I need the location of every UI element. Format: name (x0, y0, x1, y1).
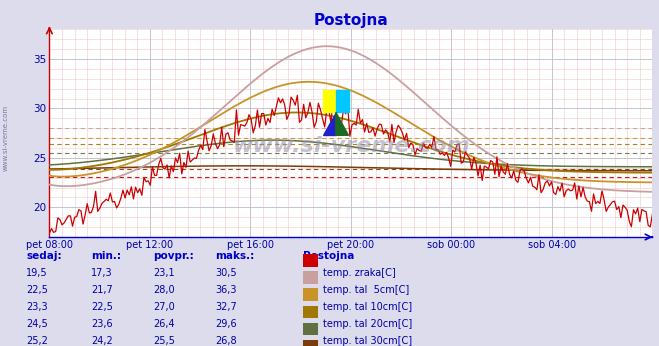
Text: 27,0: 27,0 (154, 302, 175, 312)
Bar (303, 322, 318, 335)
Bar (336, 90, 349, 112)
Text: temp. zraka[C]: temp. zraka[C] (323, 268, 396, 277)
Bar (303, 254, 318, 266)
Bar (303, 271, 318, 284)
Text: 22,5: 22,5 (92, 302, 113, 312)
Polygon shape (323, 112, 336, 135)
Text: 26,8: 26,8 (215, 336, 237, 346)
Text: 22,5: 22,5 (26, 285, 48, 295)
Text: temp. tal 10cm[C]: temp. tal 10cm[C] (323, 302, 412, 312)
Text: 36,3: 36,3 (215, 285, 237, 295)
Text: temp. tal 20cm[C]: temp. tal 20cm[C] (323, 319, 413, 329)
Text: 25,5: 25,5 (154, 336, 175, 346)
Bar (303, 340, 318, 346)
Text: 23,3: 23,3 (26, 302, 48, 312)
Bar (303, 289, 318, 301)
Text: 26,4: 26,4 (154, 319, 175, 329)
Bar (303, 306, 318, 318)
Text: 24,2: 24,2 (92, 336, 113, 346)
Text: temp. tal  5cm[C]: temp. tal 5cm[C] (323, 285, 409, 295)
Text: 24,5: 24,5 (26, 319, 48, 329)
Polygon shape (336, 112, 349, 135)
Text: min.:: min.: (92, 251, 121, 261)
Text: 32,7: 32,7 (215, 302, 237, 312)
Text: Postojna: Postojna (303, 251, 355, 261)
Text: 23,1: 23,1 (154, 268, 175, 277)
Text: www.si-vreme.com: www.si-vreme.com (2, 105, 9, 172)
Text: povpr.:: povpr.: (154, 251, 194, 261)
Text: 28,0: 28,0 (154, 285, 175, 295)
Text: 25,2: 25,2 (26, 336, 48, 346)
Text: 30,5: 30,5 (215, 268, 237, 277)
Text: temp. tal 30cm[C]: temp. tal 30cm[C] (323, 336, 412, 346)
Text: sedaj:: sedaj: (26, 251, 62, 261)
Title: Postojna: Postojna (314, 13, 388, 28)
Text: www.si-vreme.com: www.si-vreme.com (232, 136, 470, 156)
Text: 29,6: 29,6 (215, 319, 237, 329)
Bar (323, 90, 336, 112)
Text: 17,3: 17,3 (92, 268, 113, 277)
Text: 19,5: 19,5 (26, 268, 48, 277)
Text: 21,7: 21,7 (92, 285, 113, 295)
Text: 23,6: 23,6 (92, 319, 113, 329)
Text: maks.:: maks.: (215, 251, 254, 261)
